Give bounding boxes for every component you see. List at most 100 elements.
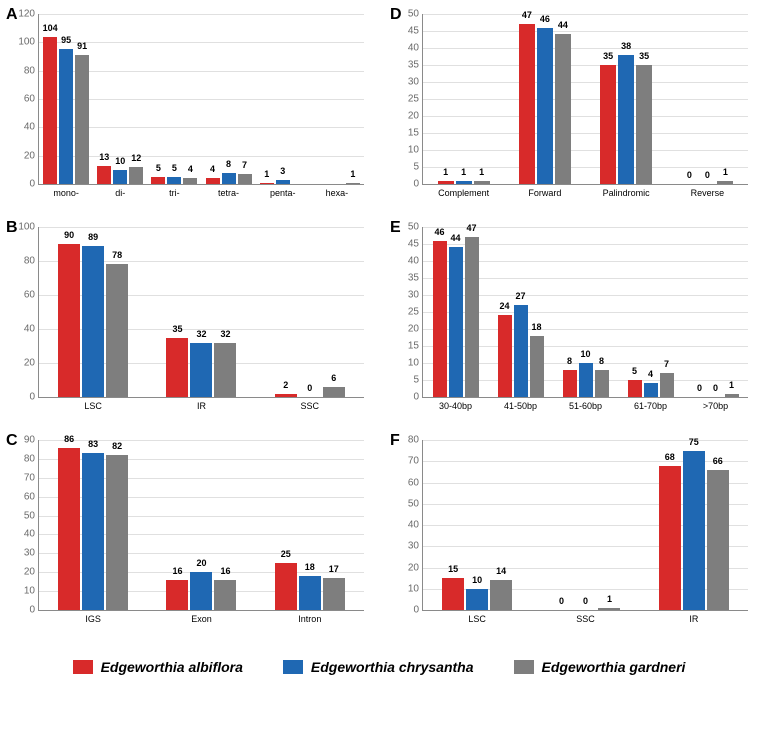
bar: 68 [659, 466, 681, 611]
bar-value-label: 16 [172, 566, 182, 576]
bar: 90 [58, 244, 80, 397]
y-axis-label: 40 [408, 43, 423, 54]
y-axis-label: 20 [24, 358, 39, 369]
x-axis-label: penta- [270, 184, 296, 198]
bar: 104 [43, 37, 57, 184]
bar-value-label: 44 [450, 233, 460, 243]
bar-groups: 111Complement474644Forward353835Palindro… [423, 14, 748, 184]
bar-value-label: 1 [350, 169, 355, 179]
panel-letter: F [390, 432, 400, 450]
bar: 24 [498, 315, 512, 397]
bar: 25 [275, 563, 297, 610]
bar: 5 [628, 380, 642, 397]
bar-value-label: 1 [461, 167, 466, 177]
y-axis-label: 30 [408, 541, 423, 552]
panel-letter: E [390, 219, 401, 237]
x-axis-label: SSC [301, 397, 320, 411]
x-axis-label: >70bp [703, 397, 728, 411]
bar-groups: 46444730-40bp24271841-50bp810851-60bp547… [423, 227, 748, 397]
y-axis-label: 5 [413, 162, 423, 173]
bar-group: 111Complement [438, 181, 490, 184]
bar-value-label: 91 [77, 41, 87, 51]
bar-group: 001>70bp [693, 394, 739, 397]
bar-value-label: 2 [283, 380, 288, 390]
chart-area: 0204060801001201049591mono-131012di-554t… [38, 14, 364, 185]
y-axis-label: 50 [408, 498, 423, 509]
y-axis-label: 0 [413, 605, 423, 616]
bar-groups: 908978LSC353232IR206SSC [39, 227, 364, 397]
bar-group: 353232IR [166, 338, 236, 398]
x-axis-label: IR [689, 610, 698, 624]
y-axis-label: 60 [24, 290, 39, 301]
y-axis-label: 100 [18, 222, 39, 233]
bar-value-label: 1 [607, 594, 612, 604]
x-axis-label: 41-50bp [504, 397, 537, 411]
bar: 32 [190, 343, 212, 397]
bar-value-label: 5 [156, 163, 161, 173]
bar: 16 [214, 580, 236, 610]
panel-a: A0204060801001201049591mono-131012di-554… [10, 10, 364, 203]
bar-value-label: 78 [112, 250, 122, 260]
panel-letter: D [390, 6, 402, 24]
x-axis-label: LSC [84, 397, 102, 411]
bar-value-label: 32 [196, 329, 206, 339]
bar: 12 [129, 167, 143, 184]
bar: 38 [618, 55, 634, 184]
bar: 46 [433, 241, 447, 397]
legend-swatch-3 [514, 660, 534, 674]
bar: 18 [299, 576, 321, 610]
bar-value-label: 8 [226, 159, 231, 169]
chart-area: 020406080100908978LSC353232IR206SSC [38, 227, 364, 398]
y-axis-label: 5 [413, 375, 423, 386]
bar: 8 [595, 370, 609, 397]
x-axis-label: tetra- [218, 184, 239, 198]
bar: 91 [75, 55, 89, 184]
bar-value-label: 0 [307, 383, 312, 393]
bar: 10 [466, 589, 488, 610]
y-axis-label: 15 [408, 341, 423, 352]
x-axis-label: Forward [528, 184, 561, 198]
chart-area: 0510152025303540455046444730-40bp2427184… [422, 227, 748, 398]
y-axis-label: 10 [24, 586, 39, 597]
bar-value-label: 20 [196, 558, 206, 568]
panel-b: B020406080100908978LSC353232IR206SSC [10, 223, 364, 416]
bar-value-label: 16 [220, 566, 230, 576]
bar: 6 [323, 387, 345, 397]
bar-group: 251817Intron [275, 563, 345, 610]
bar: 78 [106, 264, 128, 397]
y-axis-label: 35 [408, 60, 423, 71]
bar-groups: 1049591mono-131012di-554tri-487tetra-13p… [39, 14, 364, 184]
bar: 44 [555, 34, 571, 184]
y-axis-label: 40 [408, 520, 423, 531]
panel-e: E0510152025303540455046444730-40bp242718… [394, 223, 748, 416]
y-axis-label: 60 [24, 94, 39, 105]
y-axis-label: 60 [24, 491, 39, 502]
bar: 17 [323, 578, 345, 610]
bar-group: 868382IGS [58, 448, 128, 610]
bar-value-label: 1 [729, 380, 734, 390]
bar-value-label: 10 [115, 156, 125, 166]
bar-value-label: 18 [531, 322, 541, 332]
x-axis-label: tri- [169, 184, 180, 198]
bar: 15 [442, 578, 464, 610]
bar-value-label: 75 [689, 437, 699, 447]
legend-label-1: Edgeworthia albiflora [101, 659, 243, 675]
bar-groups: 151014LSC001SSC687566IR [423, 440, 748, 610]
bar: 4 [644, 383, 658, 397]
bar-value-label: 35 [639, 51, 649, 61]
bar-group: 151014LSC [442, 578, 512, 610]
bar-value-label: 68 [665, 452, 675, 462]
x-axis-label: di- [115, 184, 125, 198]
x-axis-label: 61-70bp [634, 397, 667, 411]
y-axis-label: 100 [18, 37, 39, 48]
bar: 75 [683, 451, 705, 610]
y-axis-label: 45 [408, 26, 423, 37]
bar-value-label: 0 [713, 383, 718, 393]
bar-group: 810851-60bp [563, 363, 609, 397]
bar-group: 687566IR [659, 451, 729, 610]
y-axis-label: 70 [24, 472, 39, 483]
panel-f: F01020304050607080151014LSC001SSC687566I… [394, 436, 748, 629]
bar-value-label: 5 [632, 366, 637, 376]
y-axis-label: 0 [29, 605, 39, 616]
bar-group: 46444730-40bp [433, 237, 479, 397]
